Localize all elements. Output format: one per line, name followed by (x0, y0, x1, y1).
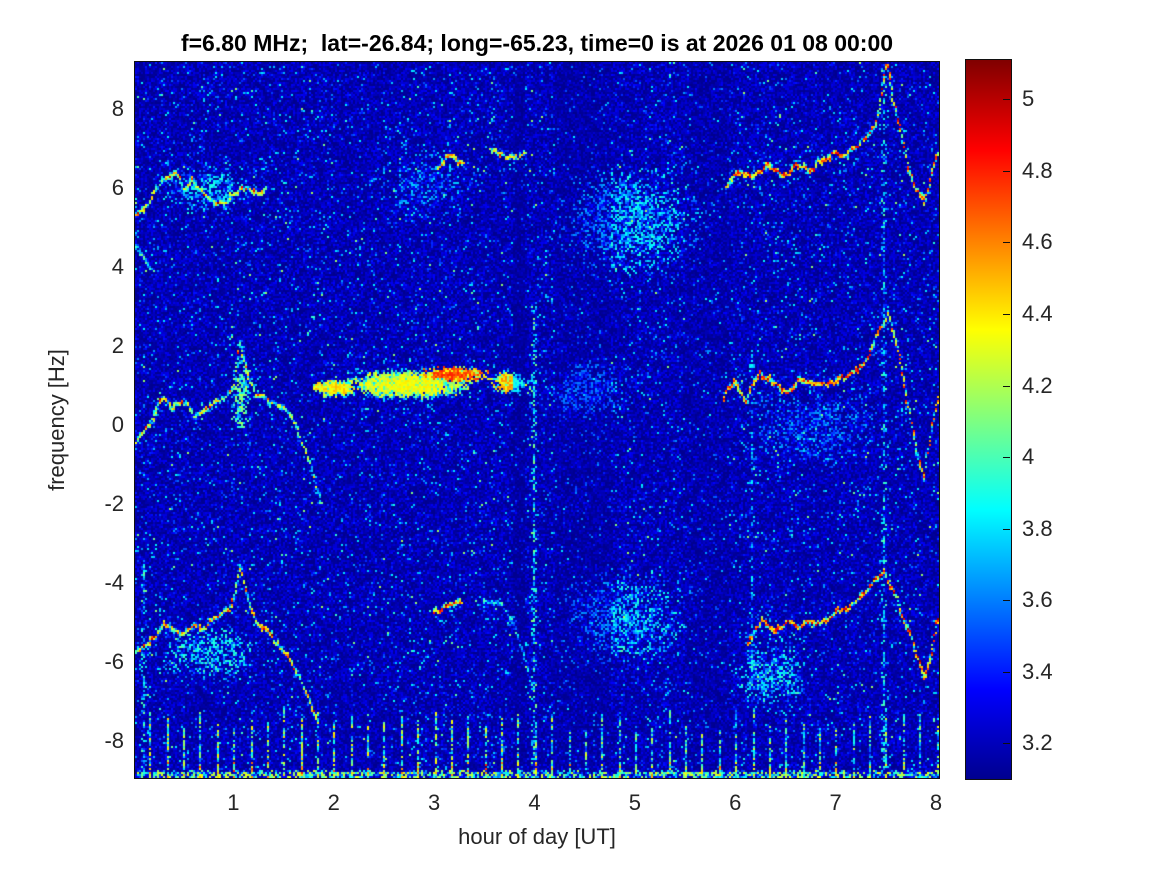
y-tick-label: -2 (104, 491, 124, 516)
x-tick-label: 2 (327, 790, 340, 815)
colorbar-tick-mark (1003, 99, 1010, 101)
colorbar-tick-label: 4.6 (1022, 229, 1053, 255)
colorbar-tick-label: 4.2 (1022, 372, 1053, 398)
spectrogram-image (135, 62, 939, 778)
x-tick-label: 3 (427, 790, 441, 815)
x-tick-label: 6 (729, 790, 742, 815)
y-tick-label: -8 (104, 728, 124, 754)
colorbar-tick-mark (1003, 600, 1010, 602)
x-tick-label: 5 (628, 790, 641, 815)
colorbar-tick-mark (1003, 242, 1010, 244)
colorbar-tick-label: 5 (1022, 86, 1035, 112)
plot-area-border (134, 61, 940, 779)
x-tick-label: 7 (829, 790, 842, 815)
colorbar-tick-label: 4.4 (1022, 300, 1053, 326)
colorbar-tick-mark (1003, 313, 1010, 315)
colorbar-tick-label: 4.8 (1022, 157, 1053, 183)
colorbar-tick-mark (1003, 385, 1010, 387)
x-tick-label: 1 (227, 790, 240, 815)
colorbar-tick-mark (1003, 743, 1010, 745)
colorbar-tick-mark (1003, 170, 1010, 172)
colorbar-tick-mark (1003, 457, 1010, 459)
colorbar-tick-label: 3.2 (1022, 730, 1053, 756)
colorbar-tick-label: 3.4 (1022, 658, 1053, 684)
x-axis-label: hour of day [UT] (458, 824, 616, 849)
x-tick-label: 4 (528, 790, 541, 815)
y-tick-label: 4 (111, 253, 124, 279)
y-tick-label: -6 (104, 649, 124, 675)
y-tick-label: 0 (111, 411, 124, 437)
y-tick-label: 8 (111, 95, 124, 121)
y-tick-label: 2 (111, 332, 124, 358)
colorbar-tick-mark (1003, 671, 1010, 673)
y-tick-label: 6 (111, 174, 124, 200)
y-tick-label: -4 (104, 570, 124, 596)
x-tick-label: 8 (929, 790, 943, 815)
colorbar (965, 59, 1012, 780)
y-axis-label: frequency [Hz] (44, 349, 69, 491)
colorbar-tick-label: 4 (1022, 444, 1035, 470)
colorbar-tick-mark (1003, 528, 1010, 530)
colorbar-tick-label: 3.8 (1022, 515, 1053, 541)
chart-title: f=6.80 MHz; lat=-26.84; long=-65.23, tim… (180, 30, 894, 56)
colorbar-tick-label: 3.6 (1022, 587, 1053, 613)
